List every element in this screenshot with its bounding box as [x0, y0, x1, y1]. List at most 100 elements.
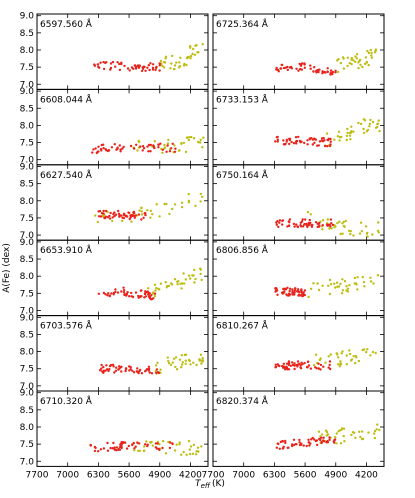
data-point — [287, 292, 291, 295]
data-point — [303, 62, 306, 65]
data-point — [338, 139, 341, 142]
data-point — [121, 216, 124, 219]
data-point — [192, 137, 196, 140]
data-point — [202, 136, 205, 139]
data-point — [274, 140, 277, 143]
data-point — [184, 353, 188, 356]
data-point — [127, 365, 131, 368]
data-point — [132, 371, 136, 374]
data-point — [180, 363, 184, 366]
data-point — [317, 430, 321, 433]
data-point — [106, 294, 109, 297]
data-point — [299, 224, 302, 227]
data-point — [286, 286, 289, 289]
data-point — [298, 291, 301, 294]
data-point — [97, 145, 100, 148]
data-point — [173, 449, 177, 452]
data-point — [188, 277, 192, 280]
panel-frame — [212, 390, 385, 467]
data-point — [350, 62, 353, 66]
data-point — [167, 284, 171, 288]
data-point — [309, 64, 312, 67]
data-point — [199, 192, 202, 196]
x-tick-label: 7000 — [56, 470, 79, 480]
data-point — [165, 202, 168, 206]
data-point — [161, 151, 164, 154]
data-point — [115, 446, 119, 449]
data-point — [339, 360, 342, 363]
data-point — [157, 371, 161, 375]
data-point — [303, 289, 307, 292]
data-point — [357, 61, 360, 64]
data-point — [136, 149, 139, 152]
data-point — [338, 220, 341, 223]
data-point — [281, 440, 285, 443]
data-point — [180, 366, 183, 369]
data-point — [363, 62, 367, 66]
data-point — [189, 57, 192, 60]
data-point — [320, 433, 324, 436]
data-point — [201, 359, 205, 362]
data-point — [320, 137, 324, 140]
data-point — [281, 292, 284, 295]
data-point — [114, 369, 118, 372]
data-point — [300, 361, 303, 364]
data-point — [358, 430, 361, 433]
data-point — [138, 64, 142, 68]
data-point — [284, 441, 287, 445]
data-point — [285, 140, 288, 143]
data-point — [173, 67, 176, 71]
data-point — [121, 147, 124, 150]
data-point — [103, 216, 106, 220]
data-point — [170, 62, 173, 65]
data-point — [281, 219, 285, 222]
y-tick-label: 7.5 — [20, 289, 34, 299]
data-point — [120, 214, 123, 217]
data-point — [130, 291, 133, 295]
data-point — [291, 288, 294, 291]
data-point — [201, 356, 204, 360]
data-point — [324, 361, 327, 364]
data-point — [177, 149, 181, 152]
data-point — [275, 66, 278, 70]
data-point — [317, 70, 320, 74]
data-point — [313, 438, 316, 441]
data-point — [156, 361, 159, 364]
data-point — [151, 66, 155, 70]
data-point — [367, 431, 370, 434]
data-point — [344, 219, 348, 223]
data-point — [124, 367, 128, 370]
data-point — [192, 47, 195, 51]
data-point — [151, 444, 154, 447]
data-point — [195, 363, 198, 367]
data-point — [334, 435, 337, 439]
y-tick-label: 9.0 — [20, 313, 35, 323]
data-point — [147, 143, 151, 147]
data-point — [143, 296, 146, 299]
data-point — [189, 363, 192, 366]
data-point — [191, 52, 194, 56]
data-point — [346, 127, 349, 131]
panel-title: 6608.044 Å — [40, 93, 93, 105]
x-axis-label: Teff (K) — [195, 479, 225, 490]
data-point — [97, 450, 100, 453]
data-point — [155, 368, 159, 371]
data-point — [363, 285, 366, 288]
data-point — [112, 441, 115, 445]
data-point — [137, 371, 140, 375]
data-point — [288, 218, 292, 221]
panel: 6733.153 Å — [212, 88, 385, 166]
data-point — [318, 140, 322, 143]
data-point — [135, 143, 138, 146]
data-point — [328, 438, 331, 441]
data-point — [338, 429, 341, 432]
data-point — [278, 219, 282, 222]
data-point — [97, 210, 100, 213]
data-point — [310, 438, 313, 441]
data-point — [320, 441, 323, 445]
data-point — [89, 443, 92, 447]
data-point — [276, 293, 279, 296]
data-point — [374, 48, 378, 51]
data-point — [359, 122, 363, 126]
data-point — [291, 290, 294, 293]
